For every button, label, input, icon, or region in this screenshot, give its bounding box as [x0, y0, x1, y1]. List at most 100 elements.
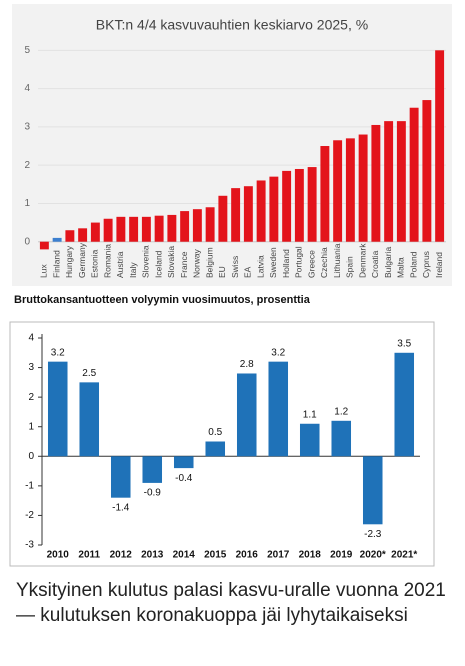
x-tick-label: Slovenia	[141, 245, 151, 278]
bar	[180, 211, 190, 242]
x-tick-label: Romania	[102, 244, 112, 278]
bar	[268, 361, 289, 457]
bar	[384, 121, 394, 242]
bar	[256, 180, 266, 242]
bar	[167, 214, 177, 242]
y-tick-label: -1	[25, 480, 34, 491]
x-tick-label: 2018	[299, 550, 322, 561]
y-tick-label: 3	[28, 362, 34, 373]
value-label: 2.5	[82, 368, 96, 379]
x-tick-label: 2017	[267, 550, 290, 561]
value-label: -0.4	[175, 473, 193, 484]
bar	[116, 216, 126, 242]
value-label: -0.9	[144, 488, 162, 499]
x-tick-label: Italy	[128, 262, 138, 278]
y-tick-label: 0	[24, 236, 30, 247]
bar	[243, 186, 253, 242]
x-tick-label: Greece	[306, 250, 316, 278]
x-tick-label: Lux	[39, 264, 49, 278]
x-tick-label: Hungary	[64, 245, 74, 278]
x-tick-label: Holland	[281, 249, 291, 278]
x-tick-label: Swiss	[230, 256, 240, 278]
value-label: 3.2	[271, 347, 285, 358]
y-tick-label: -3	[25, 540, 34, 551]
value-label: 1.1	[303, 409, 317, 420]
bar	[422, 100, 432, 242]
heading: Yksityinen kulutus palasi kasvu-uralle v…	[16, 580, 446, 626]
bar	[173, 456, 194, 469]
bar	[231, 188, 241, 242]
bar	[52, 237, 62, 242]
chart-2-frame	[9, 321, 435, 567]
x-tick-label: 2010	[47, 550, 70, 561]
y-tick-label: 4	[24, 83, 30, 94]
bar	[103, 218, 113, 242]
x-tick-label: Malta	[396, 257, 406, 278]
x-tick-label: EA	[243, 266, 253, 278]
y-tick-label: 1	[28, 421, 34, 432]
bar	[396, 121, 406, 242]
y-tick-label: 5	[24, 45, 30, 56]
bar	[333, 140, 343, 242]
x-tick-label: 2014	[173, 550, 196, 561]
bar	[282, 170, 292, 242]
x-tick-label: Lithuania	[332, 243, 342, 278]
bar	[331, 420, 352, 457]
x-tick-label: Germany	[77, 242, 87, 278]
x-tick-label: Poland	[408, 251, 418, 278]
bar	[371, 124, 381, 242]
x-tick-label: 2020*	[360, 550, 386, 561]
bar	[142, 456, 163, 483]
bar	[269, 176, 279, 242]
value-label: -1.4	[112, 502, 130, 513]
y-tick-label: 3	[24, 122, 30, 133]
value-label: 2.8	[240, 359, 254, 370]
y-tick-label: 2	[28, 392, 34, 403]
value-label: -2.3	[364, 529, 382, 540]
bar	[358, 134, 368, 242]
x-tick-label: Denmark	[357, 243, 367, 278]
x-tick-label: Portugal	[294, 246, 304, 278]
x-tick-label: Cyprus	[421, 251, 431, 278]
x-tick-label: Latvia	[255, 255, 265, 278]
bar	[435, 50, 445, 242]
x-tick-label: 2019	[330, 550, 353, 561]
x-tick-label: Czechia	[319, 247, 329, 278]
bar	[47, 361, 68, 457]
value-label: 3.5	[397, 338, 411, 349]
x-tick-label: 2015	[204, 550, 227, 561]
y-tick-label: -2	[25, 510, 34, 521]
x-tick-label: Croatia	[370, 250, 380, 278]
value-label: 1.2	[334, 406, 348, 417]
x-tick-label: Ireland	[434, 252, 444, 278]
x-tick-label: Iceland	[153, 250, 163, 278]
bar	[236, 373, 257, 457]
chart-title: Bruttokansantuotteen volyymin vuosimuuto…	[14, 294, 311, 306]
x-tick-label: Finland	[51, 250, 61, 278]
bar	[39, 241, 49, 250]
value-label: 3.2	[51, 347, 65, 358]
bar	[307, 167, 317, 242]
bar	[78, 228, 88, 242]
bar	[294, 168, 304, 242]
bar	[129, 216, 139, 242]
bar	[154, 215, 164, 242]
y-tick-label: 4	[28, 333, 34, 344]
bar	[65, 230, 75, 242]
x-tick-label: 2013	[141, 550, 164, 561]
charts: BKT:n 4/4 kasvuvauhtien keskiarvo 2025, …	[9, 4, 452, 567]
x-tick-label: 2012	[110, 550, 133, 561]
x-tick-label: Spain	[345, 256, 355, 278]
bar	[394, 352, 415, 457]
x-tick-label: Bulgaria	[383, 247, 393, 278]
bar	[362, 456, 383, 525]
y-tick-label: 2	[24, 160, 30, 171]
x-tick-label: Austria	[115, 251, 125, 278]
bar	[110, 456, 131, 498]
bar	[141, 216, 151, 242]
chart-title: BKT:n 4/4 kasvuvauhtien keskiarvo 2025, …	[96, 17, 368, 33]
bar	[345, 138, 355, 242]
bar	[205, 441, 226, 457]
bar	[409, 107, 419, 242]
